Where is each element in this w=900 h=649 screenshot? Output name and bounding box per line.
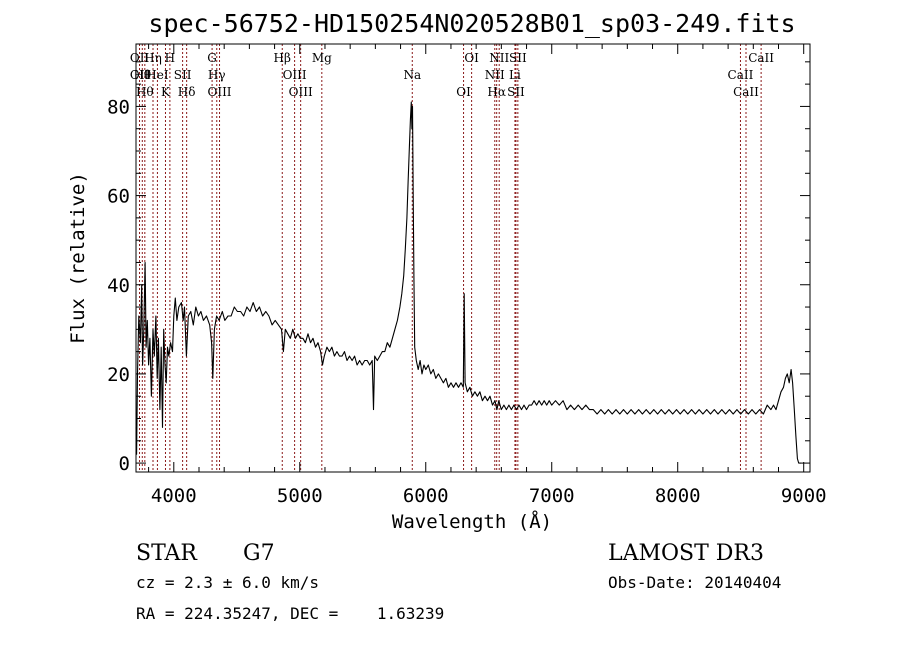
marker-label: Hγ [208, 68, 226, 82]
y-tick-label: 80 [107, 96, 130, 118]
marker-label: Hθ [133, 68, 151, 82]
marker-label: OII [130, 68, 150, 82]
marker-label: H [165, 51, 175, 65]
marker-label: G [207, 51, 217, 65]
marker-label: Li [509, 68, 521, 82]
marker-label: OI [464, 51, 479, 65]
marker-label: CaII [748, 51, 774, 65]
object-class: STAR [136, 541, 198, 566]
marker-label: CaII [728, 68, 754, 82]
marker-label: CaII [733, 85, 759, 99]
x-tick-label: 4000 [151, 485, 197, 507]
marker-label: OIII [207, 85, 231, 99]
marker-label: HeI [146, 68, 169, 82]
chart-title: spec-56752-HD150254N020528B01_sp03-249.f… [148, 9, 795, 38]
marker-label: Mg [312, 51, 332, 65]
x-tick-label: 7000 [529, 485, 575, 507]
observation-date: Obs-Date: 20140404 [608, 573, 781, 592]
marker-label: NII [489, 51, 509, 65]
line-marker-labels: OIIOIIHθHθHηHeIKHSIIHδGHγOIIIHβOIIIOIIIM… [130, 51, 774, 99]
y-tick-label: 0 [119, 453, 130, 475]
marker-label: OII [130, 51, 150, 65]
coordinates-readout: RA = 224.35247, DEC = 1.63239 [136, 604, 444, 623]
x-tick-label: 5000 [277, 485, 323, 507]
y-tick-label: 20 [107, 364, 130, 386]
marker-label: Hη [144, 51, 162, 65]
line-markers [139, 44, 762, 472]
object-subclass: G7 [243, 541, 275, 566]
x-axis: 4000 5000 6000 7000 8000 9000 [148, 44, 827, 507]
survey-name: LAMOST DR3 [608, 541, 764, 566]
x-tick-label: 9000 [781, 485, 827, 507]
marker-label: Na [403, 68, 421, 82]
marker-label: OIII [283, 68, 307, 82]
y-axis: 0 20 40 60 80 [107, 61, 810, 475]
plot-frame [135, 43, 811, 473]
marker-label: SII [509, 51, 527, 65]
marker-label: SII [507, 85, 525, 99]
marker-label: K [161, 85, 171, 99]
y-axis-label: Flux (relative) [67, 172, 89, 344]
marker-label: Hδ [178, 85, 196, 99]
marker-label: OI [456, 85, 471, 99]
redshift-readout: cz = 2.3 ± 6.0 km/s [136, 573, 319, 592]
marker-label: Hα [487, 85, 506, 99]
x-tick-label: 6000 [403, 485, 449, 507]
x-axis-label: Wavelength (Å) [392, 510, 552, 533]
spectrum-line [135, 101, 801, 464]
y-tick-label: 40 [107, 275, 130, 297]
marker-label: Hθ [136, 85, 154, 99]
marker-label: NII [485, 68, 505, 82]
y-tick-label: 60 [107, 186, 130, 208]
marker-label: OIII [289, 85, 313, 99]
marker-label: Hβ [274, 51, 291, 65]
x-tick-label: 8000 [655, 485, 701, 507]
marker-label: SII [174, 68, 192, 82]
